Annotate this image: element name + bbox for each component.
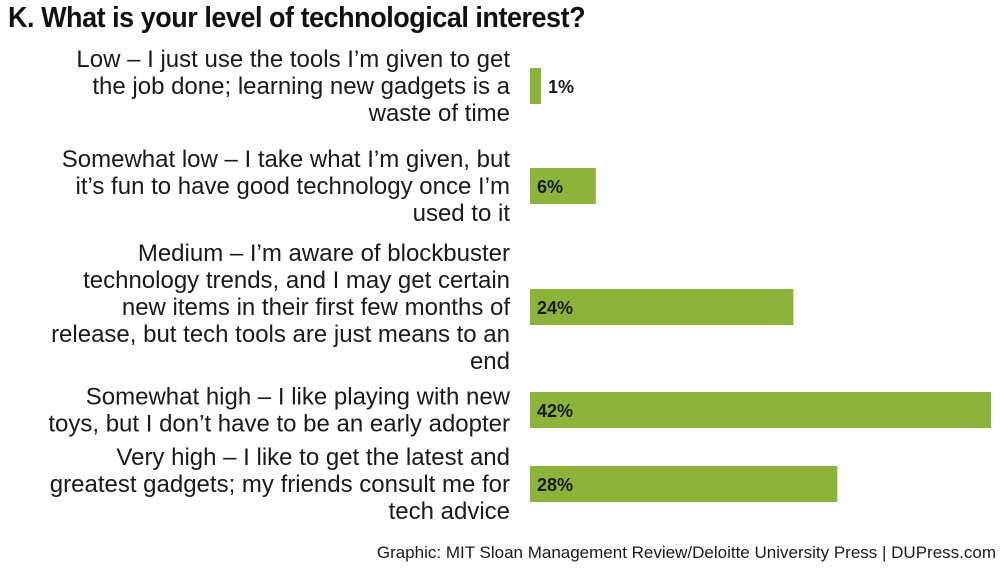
category-label-line: technology trends, and I may get certain — [83, 267, 510, 294]
bar — [530, 392, 991, 428]
category-label-line: greatest gadgets; my friends consult me … — [50, 471, 510, 498]
category-label-line: toys, but I don’t have to be an early ad… — [48, 411, 510, 438]
category-label-line: Somewhat high – I like playing with new — [86, 384, 511, 411]
value-label: 6% — [537, 177, 563, 197]
category-label: Very high – I like to get the latest and… — [50, 444, 510, 525]
category-labels: Low – I just use the tools I’m given to … — [48, 46, 510, 525]
category-label-line: Very high – I like to get the latest and — [116, 444, 510, 471]
category-label-line: release, but tech tools are just means t… — [51, 321, 510, 348]
bar — [530, 289, 794, 325]
category-label-line: Medium – I’m aware of blockbuster — [138, 240, 510, 267]
bar — [530, 466, 838, 502]
category-label-line: waste of time — [368, 100, 510, 127]
category-label-line: used to it — [413, 200, 511, 227]
bar — [530, 68, 541, 104]
value-label: 28% — [537, 475, 573, 495]
category-label-line: the job done; learning new gadgets is a — [92, 73, 510, 100]
category-label: Low – I just use the tools I’m given to … — [76, 46, 510, 127]
value-label: 24% — [537, 298, 573, 318]
category-label-line: it’s fun to have good technology once I’… — [75, 173, 510, 200]
bars — [530, 68, 991, 502]
value-label: 1% — [548, 77, 574, 97]
value-labels: 1% 6% 24% 42% 28% — [537, 77, 574, 495]
value-label: 42% — [537, 401, 573, 421]
category-label: Somewhat low – I take what I’m given, bu… — [62, 146, 511, 227]
category-label-line: new items in their first few months of — [122, 294, 510, 321]
category-label-line: end — [470, 348, 510, 375]
category-label-line: tech advice — [389, 498, 510, 525]
category-label: Medium – I’m aware of blockbuster technol… — [51, 240, 510, 375]
bar — [530, 168, 596, 204]
category-label: Somewhat high – I like playing with new t… — [48, 384, 510, 438]
category-label-line: Low – I just use the tools I’m given to … — [76, 46, 510, 73]
category-label-line: Somewhat low – I take what I’m given, bu… — [62, 146, 511, 173]
source-credit: Graphic: MIT Sloan Management Review/Del… — [376, 543, 996, 562]
chart-title: K. What is your level of technological i… — [8, 2, 586, 34]
